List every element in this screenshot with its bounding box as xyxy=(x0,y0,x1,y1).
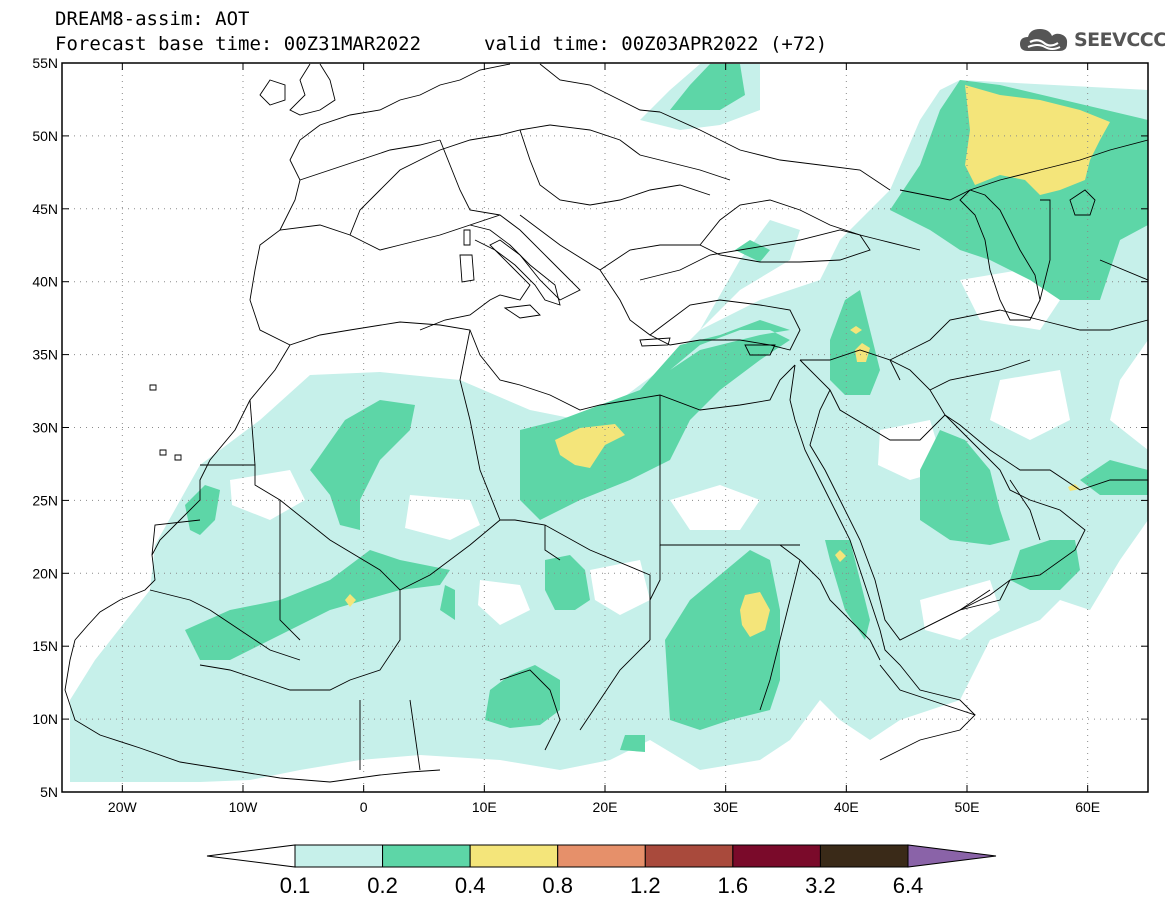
lon-label: 60E xyxy=(1075,799,1100,815)
lat-label: 35N xyxy=(32,347,58,363)
lat-label: 10N xyxy=(32,711,58,727)
title-product: DREAM8-assim: AOT xyxy=(55,8,250,30)
title-base-time: Forecast base time: 00Z31MAR2022 xyxy=(55,33,422,55)
colorbar-label: 0.2 xyxy=(367,873,398,898)
colorbar: 0.1 0.2 0.4 0.8 1.2 1.6 3.2 6.4 xyxy=(206,844,997,898)
colorbar-label: 0.1 xyxy=(280,873,311,898)
lon-label: 20W xyxy=(108,799,138,815)
longitude-labels: 20W 10W 0 10E 20E 30E 40E 50E 60E xyxy=(108,63,1100,815)
seevccc-logo: SEEVCCC xyxy=(1018,24,1165,56)
lon-label: 20E xyxy=(593,799,618,815)
colorbar-segment xyxy=(294,844,384,868)
colorbar-high-arrow xyxy=(907,844,997,868)
aot-band-0.4 xyxy=(345,85,1110,637)
lat-label: 50N xyxy=(32,128,58,144)
colorbar-segment xyxy=(557,844,646,868)
logo-text: SEEVCCC xyxy=(1074,29,1165,51)
aot-field xyxy=(70,64,1148,782)
lat-label: 30N xyxy=(32,420,58,436)
colorbar-label: 0.4 xyxy=(455,873,486,898)
lat-label: 15N xyxy=(32,638,58,654)
lat-label: 25N xyxy=(32,492,58,508)
colorbar-label: 3.2 xyxy=(805,873,836,898)
aot-band-0.2 xyxy=(185,64,1148,752)
colorbar-segment xyxy=(382,844,471,868)
lon-label: 50E xyxy=(955,799,980,815)
colorbar-low-arrow xyxy=(206,844,296,868)
colorbar-segment xyxy=(644,844,734,868)
lon-label: 10W xyxy=(229,799,259,815)
colorbar-label: 0.8 xyxy=(542,873,573,898)
colorbar-label: 1.6 xyxy=(718,873,749,898)
lon-label: 10E xyxy=(472,799,497,815)
latitude-labels: 55N 50N 45N 40N 35N 30N 25N 20N 15N 10N 5N xyxy=(32,55,1148,800)
lat-label: 45N xyxy=(32,201,58,217)
lon-label: 40E xyxy=(834,799,859,815)
coastlines-and-borders xyxy=(64,63,1149,783)
lat-label: 5N xyxy=(40,784,58,800)
lon-label: 0 xyxy=(360,799,368,815)
graticule xyxy=(62,63,1148,792)
colorbar-label: 6.4 xyxy=(893,873,924,898)
colorbar-segment xyxy=(732,844,821,868)
colorbar-segment xyxy=(819,844,909,868)
lat-label: 40N xyxy=(32,274,58,290)
lon-label: 30E xyxy=(713,799,738,815)
title-valid-time: valid time: 00Z03APR2022 (+72) xyxy=(484,33,828,55)
colorbar-segment xyxy=(469,844,559,868)
lat-label: 55N xyxy=(32,55,58,71)
lat-label: 20N xyxy=(32,565,58,581)
cloud-icon xyxy=(1020,29,1068,51)
colorbar-label: 1.2 xyxy=(630,873,661,898)
